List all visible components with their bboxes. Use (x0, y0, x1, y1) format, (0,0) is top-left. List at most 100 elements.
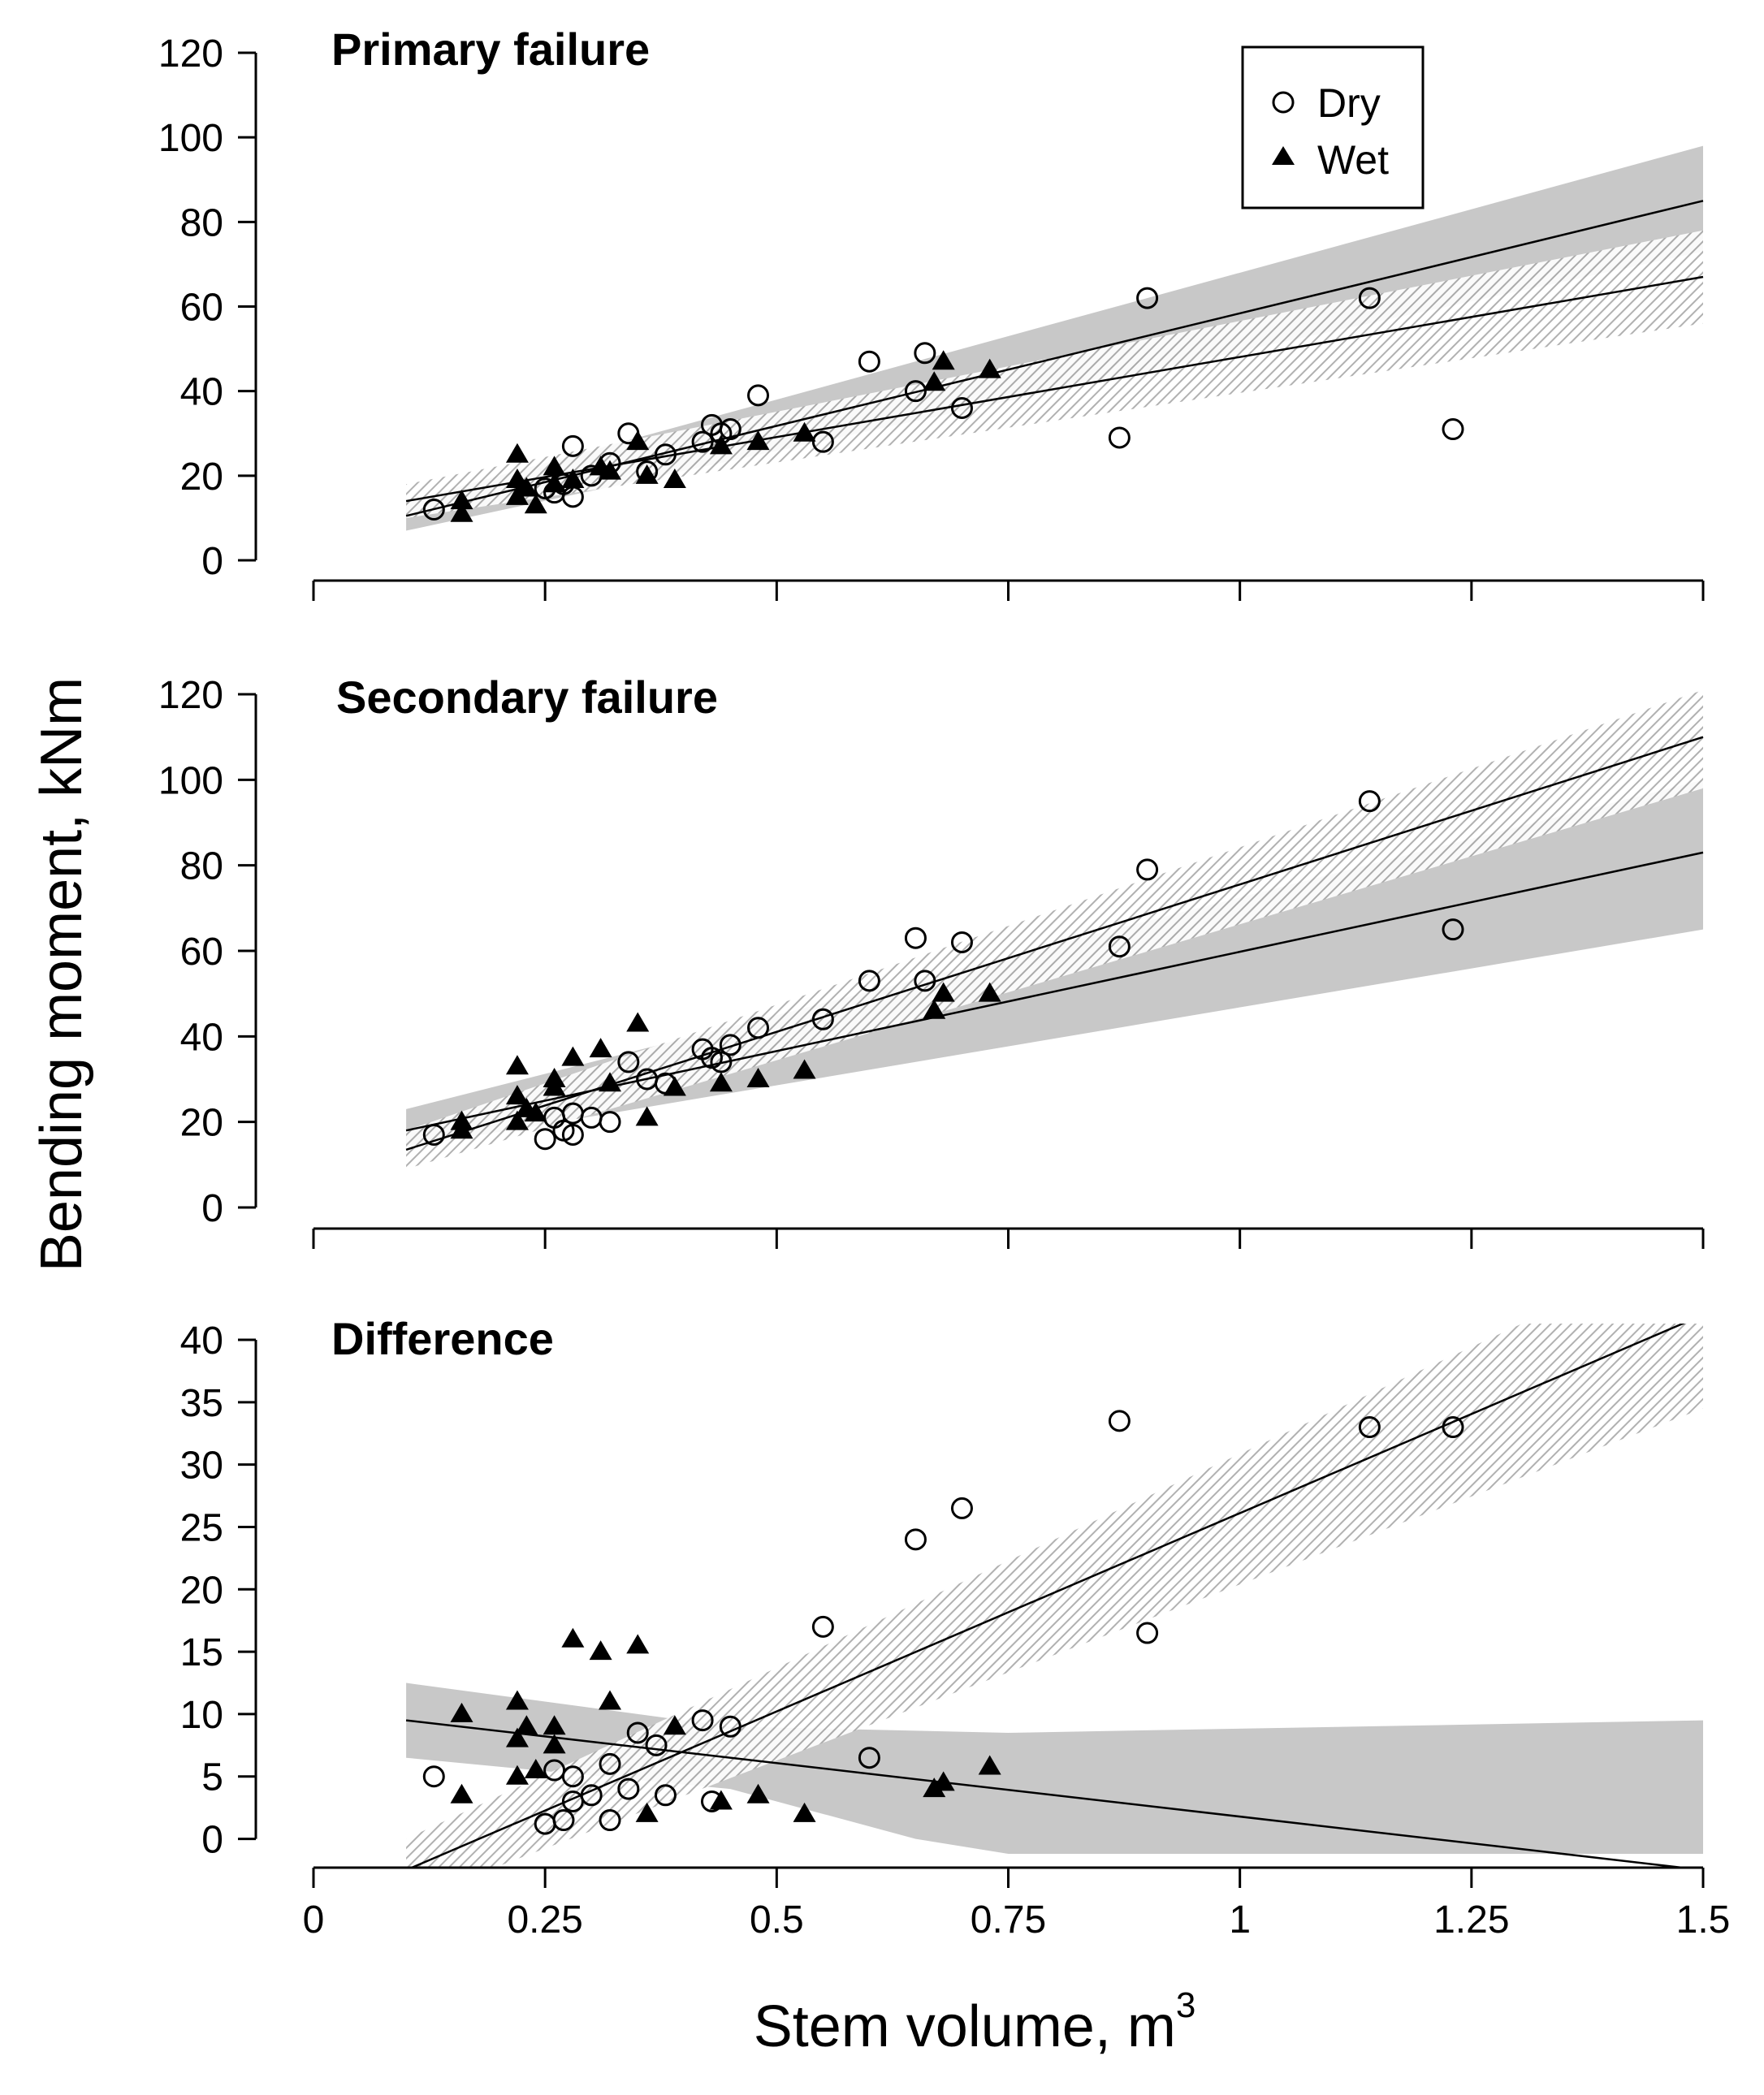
point-wet (561, 1046, 585, 1066)
point-wet (793, 1802, 816, 1822)
fit-line-1 (405, 736, 1704, 1151)
point-wet (524, 1102, 547, 1122)
point-wet (663, 1076, 686, 1096)
point-wet (505, 1690, 529, 1710)
point-dry (561, 1123, 584, 1146)
series-dry (422, 790, 1464, 1151)
point-dry (904, 1528, 927, 1551)
point-dry (858, 1747, 880, 1769)
point-dry (914, 970, 936, 992)
panel-title: Primary failure (331, 24, 650, 75)
point-dry (710, 1051, 733, 1073)
y-tick-label: 100 (158, 759, 223, 802)
point-dry (950, 397, 973, 419)
point-wet (978, 358, 1001, 378)
y-tick-label: 0 (201, 540, 223, 583)
y-tick-label: 0 (201, 1819, 223, 1862)
point-wet (450, 502, 473, 522)
point-wet (450, 1783, 473, 1803)
x-tick-label: 0.25 (507, 1898, 582, 1942)
point-wet (626, 430, 650, 451)
fit-line-1 (405, 1719, 1692, 1868)
point-dry (811, 1008, 834, 1030)
point-wet (932, 1771, 955, 1791)
legend-dry-label: Dry (1317, 80, 1381, 126)
x-axis (312, 1227, 1705, 1249)
point-dry (914, 342, 936, 365)
point-wet (793, 1059, 816, 1079)
point-wet (599, 460, 622, 480)
fit-line-2 (405, 275, 1704, 503)
x-tick-label: 0.75 (971, 1898, 1046, 1942)
x-tick-label: 0 (303, 1898, 325, 1942)
point-dry (552, 1809, 575, 1832)
point-dry (1442, 418, 1464, 441)
point-wet (505, 1727, 529, 1747)
point-dry (719, 1034, 741, 1056)
confidence-bands (406, 1324, 1704, 1868)
point-dry (904, 927, 927, 949)
point-dry (1136, 858, 1159, 881)
point-dry (719, 418, 741, 441)
point-wet (505, 443, 529, 463)
point-wet (746, 1068, 770, 1087)
point-wet (505, 1085, 529, 1105)
point-dry (1358, 287, 1381, 309)
point-wet (505, 1765, 529, 1785)
point-wet (626, 1012, 650, 1032)
legend: Dry Wet (1241, 45, 1425, 210)
y-tick-label: 60 (180, 931, 223, 974)
panel-difference: 0 5 10 15 20 25 30 35 40 0 0.25 0.5 0.75 1 1.25 1.5 Diff… (180, 1313, 1731, 1942)
y-tick-label: 100 (158, 117, 223, 160)
point-dry (1108, 1410, 1131, 1432)
point-wet (450, 490, 473, 510)
point-wet (746, 430, 770, 451)
point-dry (599, 1809, 621, 1832)
point-dry (858, 350, 880, 373)
panel-title: Difference (331, 1313, 554, 1364)
point-dry (617, 1778, 640, 1800)
point-wet (561, 1627, 585, 1648)
y-tick-label: 10 (180, 1694, 223, 1737)
point-wet (561, 469, 585, 489)
point-dry (1442, 1416, 1464, 1439)
fit-lines (405, 736, 1704, 1151)
point-wet (978, 1755, 1001, 1775)
x-axis: 0 0.25 0.5 0.75 1 1.25 1.5 (303, 1866, 1730, 1942)
point-dry (950, 1497, 973, 1519)
point-dry (811, 1615, 834, 1638)
point-wet (635, 1802, 659, 1822)
y-axis: 0 20 40 60 80 100 120 (158, 674, 257, 1230)
point-dry (645, 1734, 668, 1756)
point-wet (543, 473, 566, 493)
point-dry (1108, 426, 1131, 449)
y-tick-label: 60 (180, 287, 223, 330)
x-axis (312, 579, 1705, 601)
point-wet (524, 1759, 547, 1779)
point-dry (1442, 918, 1464, 941)
y-tick-label: 20 (180, 1569, 223, 1612)
confidence-band-solid-grey (406, 1682, 1704, 1854)
point-dry (580, 1784, 603, 1807)
x-tick-label: 1.25 (1433, 1898, 1509, 1942)
point-wet (932, 350, 955, 370)
point-dry (617, 1051, 640, 1073)
y-tick-label: 20 (180, 1102, 223, 1145)
point-dry (654, 443, 677, 466)
point-wet (635, 464, 659, 484)
point-dry (1136, 287, 1159, 309)
point-wet (543, 1734, 566, 1754)
point-wet (793, 421, 816, 442)
y-tick-label: 5 (201, 1756, 223, 1799)
point-dry (691, 430, 714, 453)
series-dry (422, 1410, 1464, 1835)
legend-wet-marker (1272, 146, 1295, 165)
point-wet (663, 1715, 686, 1735)
y-tick-label: 25 (180, 1506, 223, 1549)
fit-line-2 (409, 1324, 1686, 1868)
point-dry (950, 931, 973, 953)
legend-wet-label: Wet (1317, 137, 1389, 183)
confidence-band-hatched (406, 689, 1704, 1169)
point-dry (811, 430, 834, 453)
point-dry (904, 380, 927, 403)
